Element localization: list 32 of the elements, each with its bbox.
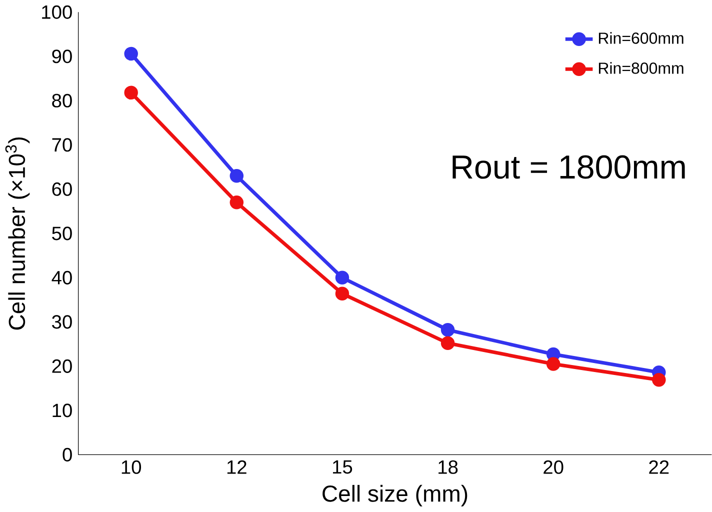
y-tick-label: 20 (52, 360, 72, 374)
x-tick-label: 20 (544, 460, 564, 474)
point (124, 86, 138, 100)
y-axis-title: Cell number (×10$^{3}$) (5, 138, 30, 330)
x-tick-label: 12 (227, 460, 246, 474)
y-tick-label: 30 (52, 315, 72, 329)
legend-label: Rin=600mm (598, 32, 684, 44)
point (124, 46, 138, 61)
point (230, 169, 244, 183)
point (230, 196, 244, 210)
point (335, 286, 350, 301)
x-tick-label: 15 (332, 460, 352, 474)
x-axis-title: Cell size (mm) (322, 485, 468, 507)
point (546, 357, 560, 371)
point (652, 373, 666, 387)
y-tick-label: 10 (52, 404, 72, 418)
x-tick-label: 22 (649, 460, 669, 474)
y-tick-label: 50 (52, 226, 72, 240)
y-tick-label: 60 (52, 182, 72, 196)
y-tick-label: 40 (52, 271, 72, 285)
point (335, 270, 350, 285)
y-tick-label: 100 (42, 5, 72, 20)
y-tick-label: 70 (52, 138, 72, 152)
x-tick-label: 18 (438, 460, 458, 474)
x-tick-label: 10 (122, 460, 142, 474)
annotation: Rout = 1800mm (452, 155, 685, 179)
y-tick-label: 80 (52, 94, 72, 108)
point (440, 323, 455, 337)
y-tick-label: 90 (52, 50, 72, 64)
point (440, 336, 455, 350)
legend-label: Rin=800mm (598, 62, 684, 74)
y-tick-label: 0 (62, 448, 72, 462)
